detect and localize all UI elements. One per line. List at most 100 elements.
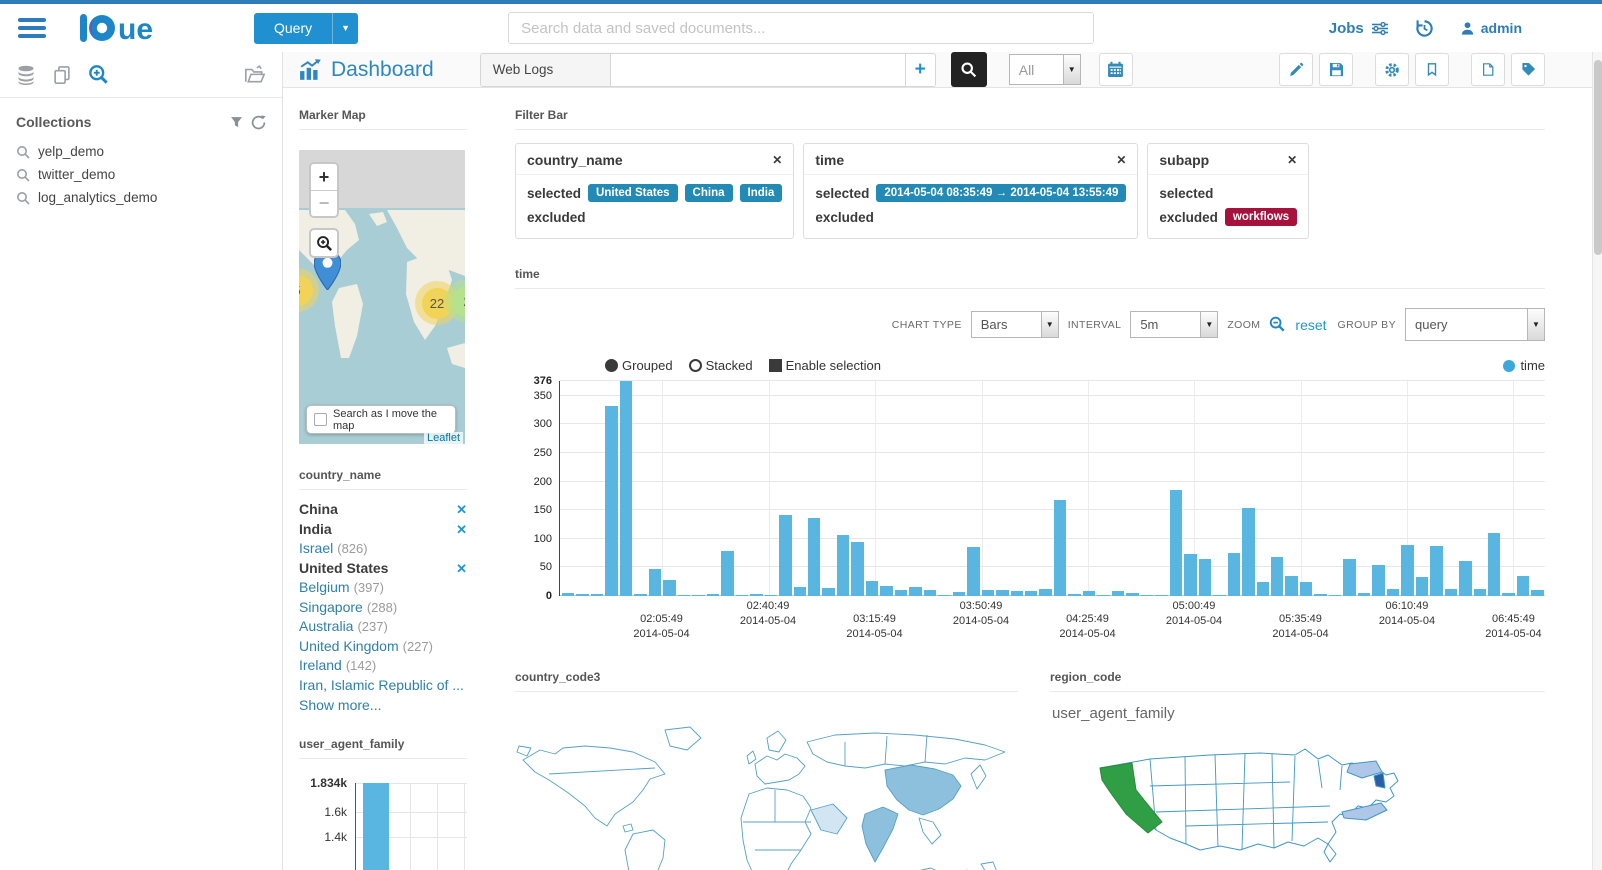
- facet-item[interactable]: Belgium (397): [299, 578, 467, 598]
- folder-icon[interactable]: [244, 64, 266, 85]
- settings-button[interactable]: [1375, 53, 1409, 86]
- time-bar[interactable]: [1039, 588, 1052, 596]
- global-search-input[interactable]: [508, 12, 1095, 44]
- facet-item-label[interactable]: Belgium: [299, 579, 350, 595]
- time-bar[interactable]: [1372, 564, 1385, 596]
- close-filter-icon[interactable]: ✕: [772, 153, 783, 167]
- time-chart[interactable]: 0 50 100 150 200 250 300 350 376: [515, 375, 1545, 602]
- time-bar[interactable]: [1198, 559, 1212, 596]
- query-button-label[interactable]: Query: [274, 20, 313, 36]
- time-bar[interactable]: [1531, 590, 1544, 596]
- filter-pill[interactable]: United States: [588, 184, 678, 202]
- time-bar[interactable]: [880, 585, 893, 596]
- map-zoom-in-button[interactable]: +: [311, 164, 337, 190]
- time-bar[interactable]: [1473, 589, 1486, 596]
- zoom-search-icon[interactable]: [88, 64, 109, 85]
- time-bar[interactable]: [894, 589, 908, 596]
- add-query-icon[interactable]: +: [904, 53, 935, 86]
- remove-facet-icon[interactable]: ✕: [456, 502, 467, 517]
- time-bar[interactable]: [1516, 576, 1530, 596]
- time-bar[interactable]: [1386, 588, 1400, 596]
- save-button[interactable]: [1319, 53, 1353, 86]
- time-bar[interactable]: [619, 381, 633, 596]
- facet-item[interactable]: Iran, Islamic Republic of ...: [299, 676, 467, 696]
- group-by-select[interactable]: query ▼: [1405, 308, 1545, 341]
- time-bar[interactable]: [967, 547, 980, 596]
- facet-item-label[interactable]: Israel: [299, 540, 334, 556]
- show-more-link[interactable]: Show more...: [299, 697, 382, 713]
- map-zoom-out-button[interactable]: −: [311, 190, 337, 216]
- time-bar[interactable]: [1401, 544, 1414, 596]
- facet-item[interactable]: Israel (826): [299, 539, 467, 559]
- search-button[interactable]: [950, 52, 987, 87]
- facet-item-label[interactable]: India: [299, 520, 332, 537]
- time-bar[interactable]: [1082, 591, 1096, 596]
- time-bar[interactable]: [923, 590, 937, 596]
- time-bar[interactable]: [822, 588, 835, 596]
- time-bar[interactable]: [1328, 594, 1342, 596]
- zoom-out-icon[interactable]: [1269, 316, 1286, 333]
- time-bar[interactable]: [807, 517, 821, 596]
- refresh-icon[interactable]: [251, 114, 266, 130]
- time-bar[interactable]: [1488, 533, 1501, 596]
- query-button[interactable]: Query ▼: [254, 12, 359, 44]
- time-bar[interactable]: [1343, 558, 1356, 596]
- facet-item[interactable]: United Kingdom (227): [299, 637, 467, 657]
- time-bar[interactable]: [1357, 593, 1371, 596]
- filter-pill[interactable]: China: [684, 184, 733, 202]
- facet-item-label[interactable]: China: [299, 501, 338, 517]
- query-caret-icon[interactable]: ▼: [332, 12, 358, 44]
- user-agent-chart[interactable]: 1.834k 1.6k 1.4k: [299, 776, 467, 870]
- time-bar[interactable]: [1502, 593, 1515, 596]
- time-bar[interactable]: [779, 514, 792, 596]
- time-bar[interactable]: [793, 586, 806, 596]
- user-agent-bar[interactable]: [363, 783, 389, 870]
- filter-icon[interactable]: [230, 116, 243, 129]
- time-bar[interactable]: [1285, 576, 1298, 596]
- enable-selection-toggle[interactable]: Enable selection: [768, 358, 881, 373]
- filter-pill[interactable]: 2014-05-04 08:35:49 → 2014-05-04 13:55:4…: [876, 184, 1127, 202]
- marker-map[interactable]: 5 22 2: [299, 150, 465, 444]
- time-bar[interactable]: [981, 589, 995, 596]
- time-bar[interactable]: [851, 542, 864, 596]
- zoom-reset-link[interactable]: reset: [1295, 316, 1327, 333]
- time-bar[interactable]: [1444, 589, 1458, 596]
- facet-item-label[interactable]: Singapore: [299, 598, 363, 615]
- history-icon[interactable]: [1415, 19, 1434, 38]
- time-bar[interactable]: [735, 594, 749, 596]
- new-document-button[interactable]: [1471, 53, 1505, 86]
- time-bar[interactable]: [721, 550, 734, 596]
- collection-item[interactable]: twitter_demo: [16, 163, 266, 186]
- database-icon[interactable]: [16, 65, 36, 85]
- time-bar[interactable]: [590, 594, 604, 596]
- facet-item-label[interactable]: Australia: [299, 618, 354, 634]
- time-bar[interactable]: [634, 594, 647, 596]
- time-bar[interactable]: [1314, 594, 1327, 596]
- facet-item[interactable]: India ✕: [299, 520, 467, 540]
- facet-item[interactable]: China ✕: [299, 500, 467, 520]
- facet-item[interactable]: Singapore (288): [299, 598, 467, 618]
- time-bar[interactable]: [576, 594, 589, 596]
- time-bar[interactable]: [1140, 594, 1154, 596]
- time-bar[interactable]: [1270, 557, 1284, 596]
- time-bar[interactable]: [1213, 594, 1226, 596]
- time-bar[interactable]: [750, 593, 763, 596]
- time-bar[interactable]: [865, 581, 879, 596]
- chart-type-select[interactable]: Bars ▼: [970, 311, 1059, 338]
- filter-pill[interactable]: workflows: [1224, 208, 1298, 226]
- us-map[interactable]: [1090, 726, 1420, 870]
- time-bar[interactable]: [836, 534, 850, 596]
- time-chart-plot[interactable]: [559, 380, 1545, 596]
- time-bar[interactable]: [1299, 581, 1313, 596]
- time-bar[interactable]: [677, 594, 691, 596]
- map-cluster[interactable]: 2: [445, 279, 465, 323]
- remove-facet-icon[interactable]: ✕: [456, 560, 467, 576]
- filter-pill[interactable]: India: [739, 184, 783, 202]
- leaflet-attribution[interactable]: Leaflet: [423, 432, 463, 444]
- map-magnify-button[interactable]: [309, 228, 339, 258]
- time-bar[interactable]: [909, 587, 922, 596]
- time-bar[interactable]: [1459, 560, 1472, 596]
- world-map[interactable]: [515, 722, 1018, 870]
- time-bar[interactable]: [996, 590, 1009, 596]
- time-bar[interactable]: [1053, 499, 1067, 596]
